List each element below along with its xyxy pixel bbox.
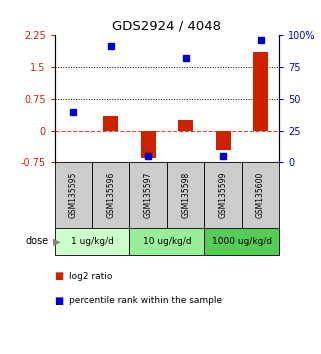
Bar xyxy=(204,228,279,255)
Bar xyxy=(129,162,167,228)
Text: GSM135599: GSM135599 xyxy=(219,172,228,218)
Text: dose: dose xyxy=(25,236,48,246)
Text: ■: ■ xyxy=(55,271,64,281)
Bar xyxy=(103,116,118,131)
Bar xyxy=(178,120,193,131)
Bar xyxy=(141,131,156,158)
Bar xyxy=(204,162,242,228)
Bar xyxy=(129,228,204,255)
Bar xyxy=(253,52,268,131)
Bar xyxy=(242,162,279,228)
Text: GSM135600: GSM135600 xyxy=(256,172,265,218)
Text: GSM135595: GSM135595 xyxy=(69,172,78,218)
Text: GSM135597: GSM135597 xyxy=(144,172,153,218)
Text: log2 ratio: log2 ratio xyxy=(69,272,112,281)
Text: ■: ■ xyxy=(55,296,64,306)
Text: 1 ug/kg/d: 1 ug/kg/d xyxy=(71,237,113,246)
Text: percentile rank within the sample: percentile rank within the sample xyxy=(69,296,222,306)
Text: GSM135598: GSM135598 xyxy=(181,172,190,218)
Bar xyxy=(55,162,92,228)
Title: GDS2924 / 4048: GDS2924 / 4048 xyxy=(112,20,221,33)
Text: 10 ug/kg/d: 10 ug/kg/d xyxy=(143,237,191,246)
Bar xyxy=(167,162,204,228)
Text: 1000 ug/kg/d: 1000 ug/kg/d xyxy=(212,237,272,246)
Bar xyxy=(55,228,129,255)
Bar xyxy=(92,162,129,228)
Text: GSM135596: GSM135596 xyxy=(106,172,115,218)
Bar xyxy=(216,131,230,150)
Text: ▶: ▶ xyxy=(53,236,60,246)
